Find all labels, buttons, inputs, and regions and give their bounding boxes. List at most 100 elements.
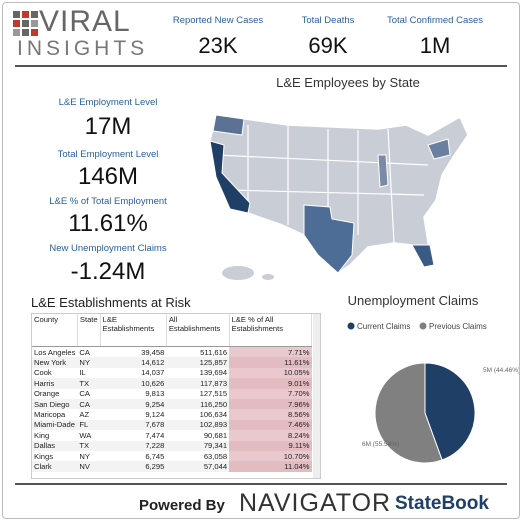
table-cell: 11.04% <box>229 461 312 472</box>
table-cell: 7,228 <box>100 440 167 451</box>
table-cell: TX <box>77 378 101 389</box>
table-cell: 117,873 <box>166 378 230 389</box>
kpi-label: Total Deaths <box>301 15 355 26</box>
legend-label: Previous Claims <box>429 322 487 331</box>
kpi-value: -1.24M <box>70 258 146 285</box>
table-row: Cook IL 14,037 139,694 10.05% <box>32 367 312 379</box>
table-cell: Maricopa <box>34 410 66 420</box>
pie-chart: Unemployment Claims Current Claims Previo… <box>347 293 519 464</box>
table-cell: Orange <box>34 389 60 399</box>
table-row: King WA 7,474 90,681 8.24% <box>32 430 312 441</box>
column-header: L&E % of All Establishments <box>229 314 313 347</box>
data-label: 5M (44.46%) <box>483 367 519 374</box>
table-cell: Miami-Dade <box>32 419 78 431</box>
table-row: Kings NY 6,745 63,058 10.70% <box>32 450 312 462</box>
table-cell: Clark <box>32 461 78 472</box>
kpi-label: Total Employment Level <box>57 149 159 160</box>
table-cell: Cook <box>34 368 52 378</box>
table-cell: 63,058 <box>203 451 228 461</box>
data-label: 6M (55.54%) <box>362 441 399 448</box>
table-cell: 9,254 <box>100 398 167 410</box>
legend-swatch <box>347 322 355 330</box>
scrollbar[interactable] <box>313 314 320 478</box>
table-cell: San Diego <box>32 398 78 410</box>
table-cell: New York <box>32 357 78 368</box>
powered-by: Powered By <box>139 497 225 514</box>
table-cell: 11.61% <box>229 357 312 368</box>
table-cell: 102,893 <box>166 419 230 431</box>
chart-title: Unemployment Claims <box>348 293 479 308</box>
navigator-logo: NAVIGATOR <box>239 489 392 517</box>
table-cell: 14,612 <box>100 357 167 368</box>
table-cell: 14,037 <box>141 368 165 378</box>
kpi-value: 1M <box>419 33 451 58</box>
table-cell: 125,857 <box>166 357 230 368</box>
table-cell: WA <box>79 430 92 440</box>
table-cell: 8.56% <box>229 409 312 420</box>
logo-icon <box>13 11 38 36</box>
column-header: County <box>32 314 78 347</box>
table-cell: 9,813 <box>145 389 165 399</box>
kpi-label: Total Confirmed Cases <box>386 15 484 26</box>
kpi-label: Reported New Cases <box>172 15 264 26</box>
kpi-value: 69K <box>308 33 348 58</box>
legend-swatch <box>419 322 427 330</box>
logo-text: VIRAL <box>39 5 131 38</box>
table-cell: Dallas <box>32 440 78 451</box>
table-container: County State L&E Establishments All Establi… <box>31 313 321 479</box>
table-cell: AZ <box>79 410 90 420</box>
pie-slice <box>374 362 443 464</box>
table-cell: 9.01% <box>229 378 312 389</box>
kpi-label: New Unemployment Claims <box>49 243 167 254</box>
column-header: L&E Establishments <box>100 314 167 347</box>
table-cell: 8.24% <box>229 430 312 441</box>
table-row: Orange CA 9,813 127,515 7.70% <box>32 388 312 399</box>
table-cell: 9.11% <box>229 440 312 451</box>
table-row: Harris TX 10,626 117,873 9.01% <box>32 378 312 389</box>
table-cell: 116,250 <box>166 398 230 410</box>
table-cell: 57,044 <box>166 461 230 472</box>
dashboard: VIRAL INSIGHTS Reported New Cases 23K To… <box>2 2 520 519</box>
table-cell: 7.46% <box>229 419 312 431</box>
kpi-value: 11.61% <box>68 210 148 237</box>
table-cell: 10.70% <box>229 450 312 462</box>
table-cell: CA <box>77 398 101 410</box>
table-title: L&E Establishments at Risk <box>31 295 191 310</box>
table-row: New York NY 14,612 125,857 11.61% <box>32 357 312 368</box>
us-map <box>209 114 469 280</box>
table-row: Dallas TX 7,228 79,341 9.11% <box>32 440 312 451</box>
table-row: Los Angeles CA 39,458 511,616 7.71% <box>32 346 312 358</box>
table-row: Miami-Dade FL 7,678 102,893 7.46% <box>32 419 312 431</box>
logo-text: INSIGHTS <box>17 37 149 60</box>
column-header: State <box>77 314 101 347</box>
table-row: San Diego CA 9,254 116,250 7.96% <box>32 398 312 410</box>
kpi-value: 146M <box>77 163 139 190</box>
table-cell: IL <box>79 368 86 378</box>
kpi-label: L&E Employment Level <box>58 97 158 108</box>
divider <box>15 483 507 485</box>
table-cell: CA <box>79 347 90 357</box>
table-cell: Los Angeles <box>34 347 76 357</box>
table-cell: 7,474 <box>145 430 165 440</box>
legend-label: Current Claims <box>357 322 410 331</box>
table-cell: 7.96% <box>229 398 312 410</box>
table-cell: 10.05% <box>229 367 312 379</box>
table-cell: 39,458 <box>141 347 165 357</box>
table-cell: 511,616 <box>200 347 228 357</box>
table-cell: 10,626 <box>100 378 167 389</box>
table-cell: FL <box>77 419 101 431</box>
statebook-logo: StateBook <box>395 493 489 514</box>
table-cell: Kings <box>34 451 53 461</box>
establishments-table: County State L&E Establishments All Establi… <box>32 314 313 472</box>
table-cell: NY <box>79 451 90 461</box>
table-cell: 79,341 <box>166 440 230 451</box>
table-cell: 6,295 <box>100 461 167 472</box>
table-cell: 7,678 <box>100 419 167 431</box>
table-cell: 9,124 <box>145 410 165 420</box>
table-cell: CA <box>79 389 90 399</box>
table-cell: 139,694 <box>199 368 228 378</box>
table-cell: 106,634 <box>199 410 228 420</box>
table-cell: 127,515 <box>199 389 228 399</box>
table-cell: 6,745 <box>145 451 165 461</box>
